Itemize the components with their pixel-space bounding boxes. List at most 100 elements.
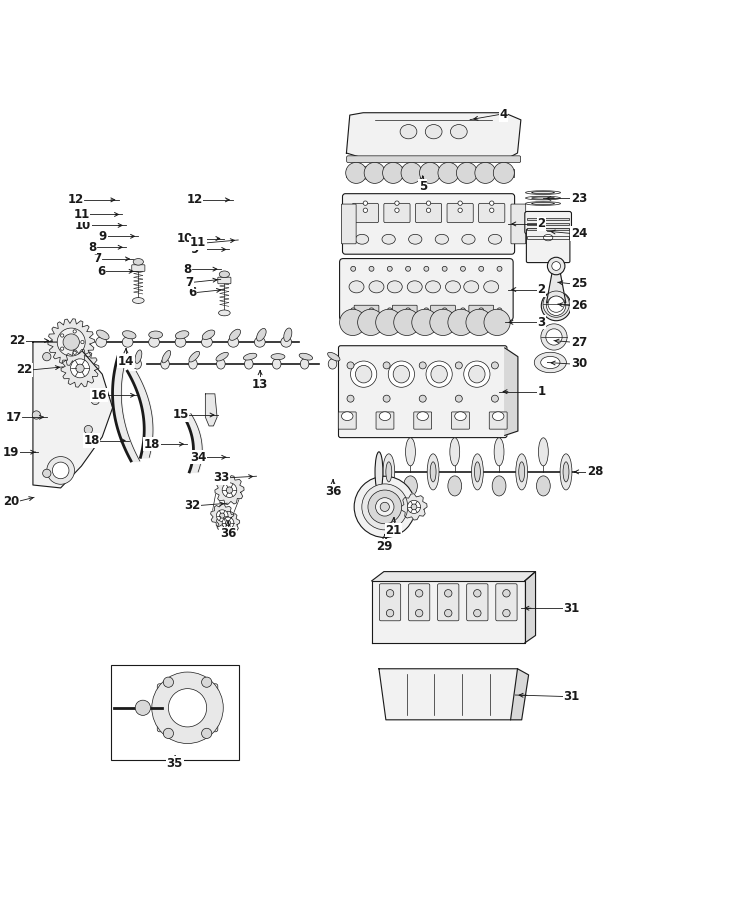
- Circle shape: [220, 513, 225, 518]
- FancyBboxPatch shape: [384, 203, 410, 222]
- Ellipse shape: [216, 352, 228, 361]
- Ellipse shape: [536, 476, 550, 496]
- FancyBboxPatch shape: [489, 412, 507, 429]
- FancyBboxPatch shape: [416, 203, 442, 222]
- Text: 22: 22: [9, 334, 26, 347]
- Ellipse shape: [393, 365, 410, 382]
- Ellipse shape: [380, 412, 391, 420]
- Text: 8: 8: [88, 241, 97, 254]
- Text: 24: 24: [571, 227, 587, 240]
- Ellipse shape: [560, 454, 572, 490]
- Circle shape: [484, 310, 510, 336]
- Ellipse shape: [427, 454, 439, 490]
- Ellipse shape: [328, 359, 337, 369]
- Ellipse shape: [492, 476, 506, 496]
- Circle shape: [543, 291, 569, 318]
- Text: 31: 31: [563, 602, 580, 615]
- Circle shape: [541, 324, 567, 350]
- Polygon shape: [211, 504, 234, 527]
- FancyBboxPatch shape: [452, 412, 470, 429]
- Ellipse shape: [217, 359, 225, 369]
- Ellipse shape: [218, 310, 230, 316]
- FancyBboxPatch shape: [376, 412, 394, 429]
- Circle shape: [351, 308, 355, 313]
- Circle shape: [430, 310, 456, 336]
- Circle shape: [340, 310, 366, 336]
- Ellipse shape: [386, 462, 392, 482]
- Circle shape: [369, 266, 374, 271]
- FancyBboxPatch shape: [132, 265, 145, 271]
- Circle shape: [84, 426, 92, 434]
- Circle shape: [490, 201, 494, 205]
- Circle shape: [383, 362, 390, 369]
- Ellipse shape: [435, 234, 448, 244]
- Bar: [527, 218, 569, 220]
- Polygon shape: [61, 349, 99, 387]
- Ellipse shape: [328, 352, 340, 361]
- Circle shape: [73, 329, 76, 333]
- Circle shape: [406, 266, 410, 271]
- Text: 10: 10: [177, 232, 193, 245]
- Text: 15: 15: [172, 409, 189, 421]
- Text: 7: 7: [94, 252, 102, 266]
- Bar: [346, 168, 514, 177]
- Text: 17: 17: [5, 410, 22, 424]
- Ellipse shape: [148, 331, 163, 338]
- Circle shape: [448, 310, 474, 336]
- Circle shape: [32, 410, 40, 419]
- Circle shape: [445, 590, 452, 597]
- Ellipse shape: [202, 330, 214, 339]
- Ellipse shape: [189, 359, 197, 369]
- Circle shape: [442, 308, 447, 313]
- Text: 9: 9: [99, 230, 107, 243]
- Polygon shape: [511, 669, 529, 720]
- Ellipse shape: [430, 462, 436, 482]
- Circle shape: [347, 362, 354, 369]
- Bar: [527, 223, 569, 225]
- Circle shape: [369, 308, 374, 313]
- Circle shape: [202, 677, 211, 688]
- Ellipse shape: [472, 454, 483, 490]
- Ellipse shape: [454, 412, 466, 420]
- Ellipse shape: [446, 281, 460, 292]
- Ellipse shape: [464, 361, 490, 387]
- FancyBboxPatch shape: [496, 584, 517, 621]
- Ellipse shape: [450, 437, 460, 466]
- Circle shape: [92, 396, 100, 405]
- Circle shape: [419, 395, 426, 402]
- Circle shape: [226, 520, 230, 526]
- Text: 12: 12: [186, 194, 202, 206]
- Ellipse shape: [488, 234, 502, 244]
- Text: 16: 16: [91, 389, 107, 401]
- Polygon shape: [525, 572, 536, 643]
- Circle shape: [416, 590, 423, 597]
- Ellipse shape: [541, 356, 560, 369]
- Ellipse shape: [134, 258, 143, 265]
- Ellipse shape: [133, 298, 144, 303]
- Text: 21: 21: [386, 524, 402, 536]
- Circle shape: [351, 266, 355, 271]
- Circle shape: [164, 677, 173, 688]
- FancyBboxPatch shape: [511, 204, 526, 244]
- Circle shape: [491, 362, 499, 369]
- Ellipse shape: [472, 166, 498, 179]
- FancyBboxPatch shape: [338, 346, 507, 437]
- Circle shape: [394, 310, 420, 336]
- Ellipse shape: [417, 412, 428, 420]
- Ellipse shape: [382, 234, 395, 244]
- Circle shape: [497, 308, 502, 313]
- Text: 8: 8: [183, 263, 191, 275]
- Circle shape: [386, 590, 394, 597]
- Ellipse shape: [469, 365, 485, 382]
- Ellipse shape: [300, 359, 309, 369]
- FancyBboxPatch shape: [466, 584, 488, 621]
- Text: 18: 18: [83, 434, 100, 447]
- Text: 10: 10: [75, 219, 91, 232]
- Circle shape: [426, 201, 430, 205]
- FancyBboxPatch shape: [447, 203, 473, 222]
- Ellipse shape: [350, 361, 376, 387]
- Text: 11: 11: [74, 208, 89, 221]
- Ellipse shape: [534, 352, 566, 373]
- Ellipse shape: [387, 281, 402, 292]
- Ellipse shape: [400, 124, 417, 139]
